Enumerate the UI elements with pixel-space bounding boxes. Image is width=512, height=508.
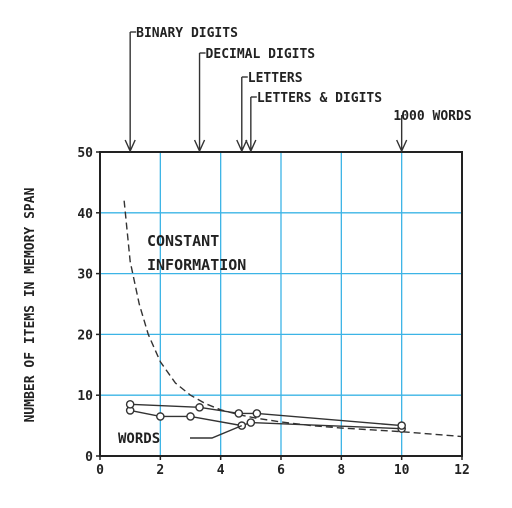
marker-label: LETTERS & DIGITS — [257, 91, 382, 106]
y-tick-label: 20 — [77, 328, 93, 343]
y-tick-label: 10 — [77, 389, 93, 404]
series-layer — [123, 200, 463, 438]
y-tick-label: 0 — [85, 450, 93, 465]
series-line-1 — [130, 409, 402, 430]
data-point — [186, 412, 195, 421]
axes: 0 2 4 6 8 10 12 0 10 20 30 40 50 — [77, 146, 469, 478]
x-tick-label: 2 — [156, 463, 164, 478]
x-tick-label: 8 — [337, 463, 345, 478]
marker-label: BINARY DIGITS — [136, 26, 238, 41]
data-point — [246, 418, 256, 427]
marker-label: 1000 WORDS — [393, 109, 471, 124]
grid — [100, 152, 462, 456]
annotation-information: INFORMATION — [147, 256, 246, 274]
marker-arrowhead — [124, 139, 136, 153]
annotation-constant: CONSTANT — [147, 232, 219, 250]
annotations: CONSTANT INFORMATION WORDS — [118, 232, 246, 447]
y-tick-label: 30 — [77, 268, 93, 283]
data-point — [125, 400, 135, 409]
marker-label: DECIMAL DIGITS — [206, 47, 316, 62]
data-point — [252, 409, 262, 418]
top-markers: BINARY DIGITS DECIMAL DIGITS LETTERS LETTER… — [124, 26, 472, 153]
x-tick-label: 6 — [277, 463, 285, 478]
x-tick-label: 12 — [454, 463, 470, 478]
y-tick-label: 40 — [77, 207, 93, 222]
marker-arrowhead — [245, 139, 257, 153]
marker-label: LETTERS — [248, 71, 303, 86]
x-tick-label: 10 — [394, 463, 410, 478]
data-point — [397, 421, 406, 430]
x-tick-label: 4 — [217, 463, 225, 478]
marker-arrowhead — [236, 139, 248, 153]
marker-arrowhead — [396, 139, 408, 153]
y-tick-label: 50 — [77, 146, 93, 161]
data-point — [195, 403, 204, 412]
data-point — [234, 409, 244, 418]
annotation-words: WORDS — [118, 431, 160, 447]
series-line-2 — [130, 403, 402, 427]
marker-arrowhead — [193, 139, 206, 153]
data-point — [156, 412, 165, 421]
y-axis-label: NUMBER OF ITEMS IN MEMORY SPAN — [23, 187, 38, 422]
x-tick-label: 0 — [96, 463, 104, 478]
annotation-words-leader — [190, 424, 243, 439]
